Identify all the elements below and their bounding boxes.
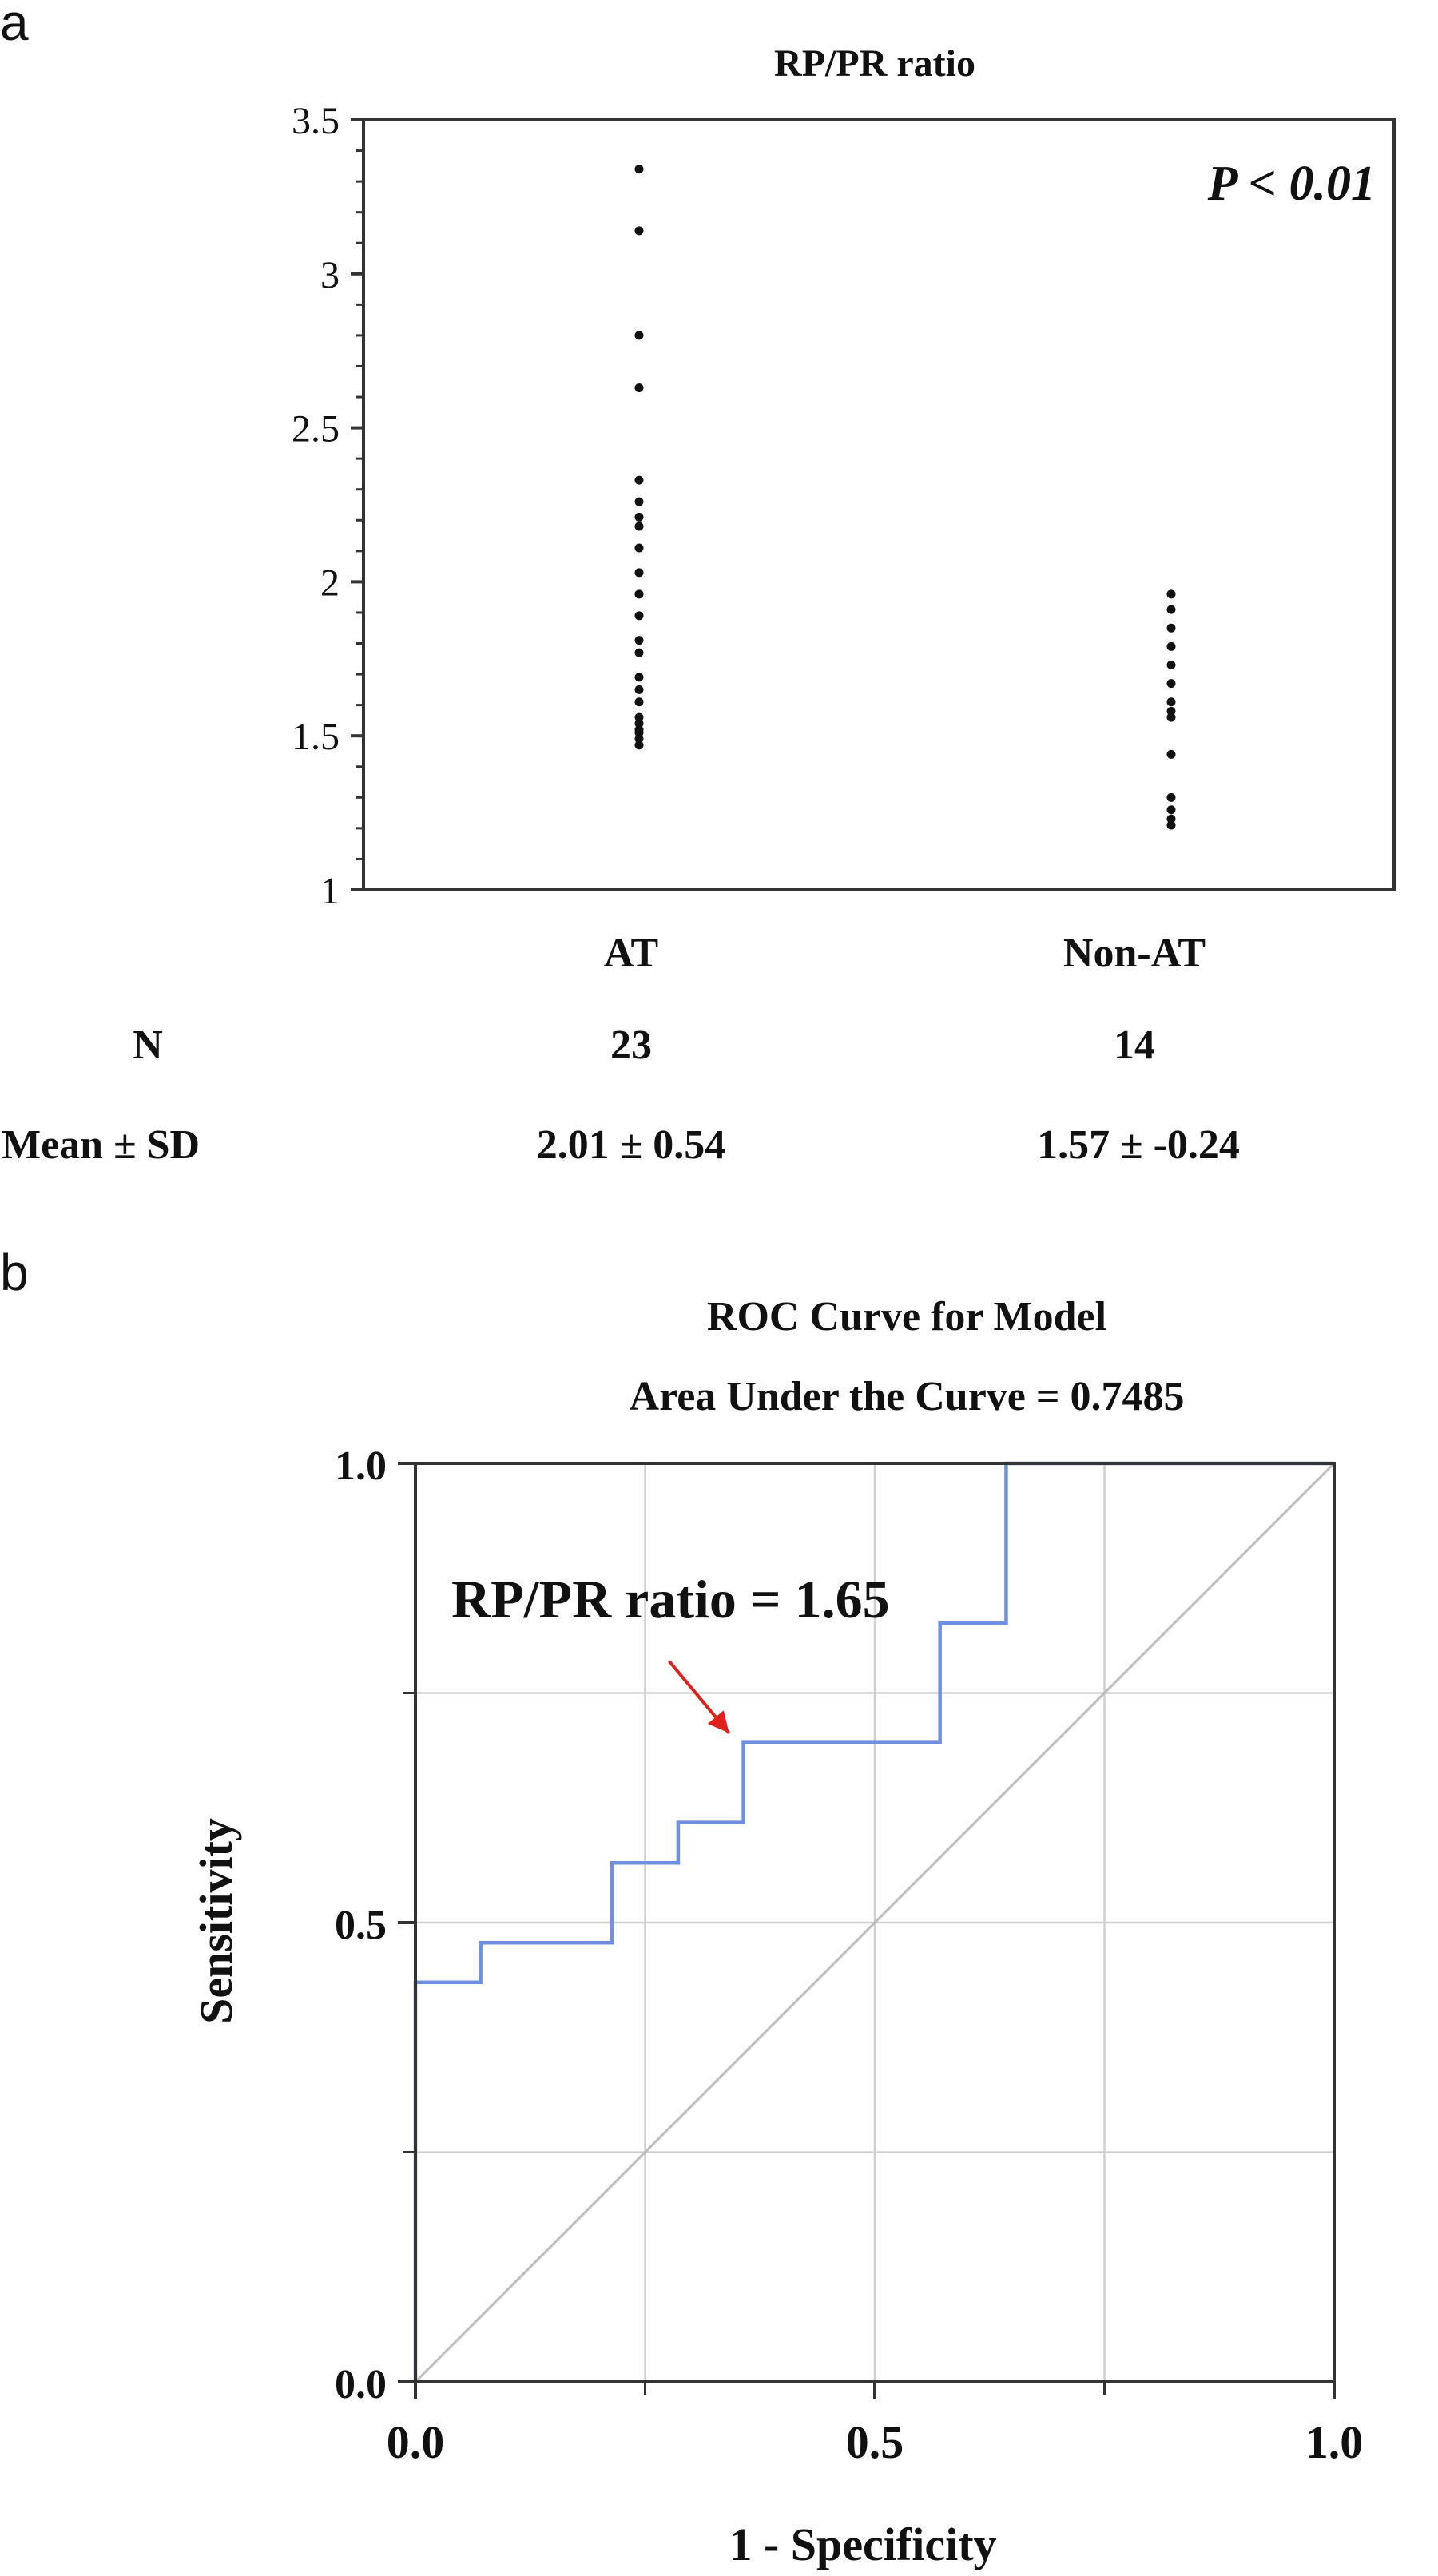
data-point: [1166, 749, 1176, 759]
data-point: [1166, 706, 1176, 716]
p-value-annotation: P < 0.01: [1207, 157, 1376, 211]
y-tick-label: 1: [320, 870, 340, 912]
category-label-at: AT: [604, 931, 658, 976]
data-point: [634, 740, 644, 750]
cell-n-non-at: 14: [1114, 1022, 1155, 1068]
roc-annotation-label: RP/PR ratio = 1.65: [451, 1569, 890, 1629]
data-point: [1166, 589, 1176, 599]
y-tick-label: 2: [320, 562, 340, 604]
cell-n-at: 23: [610, 1022, 652, 1068]
y-tick-label: 0.0: [335, 2362, 387, 2407]
data-point: [634, 712, 644, 722]
data-point: [634, 728, 644, 737]
category-label-non-at: Non-AT: [1063, 931, 1206, 976]
data-point: [1166, 641, 1176, 651]
panel-a-label: a: [0, 0, 29, 51]
y-tick-label: 1.5: [292, 716, 340, 758]
data-point: [634, 673, 644, 682]
roc-curve-line: [413, 1461, 1334, 2382]
data-point: [1166, 792, 1176, 802]
data-point: [634, 383, 644, 392]
data-point: [634, 497, 644, 506]
roc-x-axis-label: 1 - Specificity: [729, 2518, 996, 2570]
roc-diagonal: [414, 1462, 1336, 2383]
panel-b-label: b: [0, 1244, 29, 1301]
x-tick-label: 1.0: [1305, 2416, 1364, 2468]
data-point: [1166, 814, 1176, 824]
data-point: [634, 512, 644, 522]
data-point: [634, 475, 644, 485]
dot-plot-points: [634, 165, 1176, 830]
data-point: [1166, 679, 1176, 689]
data-point: [634, 636, 644, 645]
data-point: [634, 543, 644, 553]
data-point: [634, 331, 644, 340]
data-point: [1166, 820, 1176, 830]
dot-plot: RP/PR ratio 1 1.5 2 2.5 3 3.5 P < 0.01 AT Non…: [292, 42, 1396, 976]
data-point: [634, 589, 644, 599]
data-point: [634, 685, 644, 694]
dot-plot-frame: [362, 118, 1396, 891]
x-tick-label: 0.5: [846, 2416, 904, 2468]
dot-plot-y-ticks: 1 1.5 2 2.5 3 3.5: [292, 100, 363, 912]
data-point: [1166, 805, 1176, 815]
cell-mean-at: 2.01 ± 0.54: [537, 1122, 726, 1168]
roc-curve: [413, 1461, 1334, 2382]
data-point: [634, 568, 644, 578]
y-tick-label: 0.5: [335, 1903, 387, 1948]
dot-plot-title: RP/PR ratio: [774, 42, 975, 85]
data-point: [1166, 697, 1176, 707]
roc-ticks: 0.0 0.5 1.0 0.0 0.5 1.0: [335, 1443, 1363, 2468]
data-point: [634, 734, 644, 744]
chance-diagonal-line: [414, 1462, 1336, 2383]
data-point: [1166, 712, 1176, 722]
summary-table: N 23 14 Mean ± SD 2.01 ± 0.54 1.57 ± -0.…: [2, 1022, 1240, 1168]
roc-y-axis-label: Sensitivity: [190, 1818, 242, 2024]
data-point: [634, 522, 644, 531]
data-point: [1166, 605, 1176, 614]
data-point: [634, 697, 644, 707]
roc-title: ROC Curve for Model: [707, 1294, 1106, 1340]
annotation-arrow-head: [707, 1710, 729, 1733]
y-tick-label: 3: [320, 254, 340, 296]
data-point: [1166, 661, 1176, 670]
roc-annotation: RP/PR ratio = 1.65: [451, 1569, 890, 1734]
data-point: [634, 165, 644, 174]
roc-subtitle: Area Under the Curve = 0.7485: [630, 1374, 1185, 1419]
data-point: [1166, 623, 1176, 633]
roc-chart: ROC Curve for Model Area Under the Curve…: [190, 1294, 1363, 2570]
y-tick-label: 1.0: [335, 1443, 387, 1489]
data-point: [634, 719, 644, 728]
x-tick-label: 0.0: [387, 2416, 445, 2468]
data-point: [634, 648, 644, 657]
row-header-n: N: [133, 1022, 163, 1068]
data-point: [634, 611, 644, 621]
row-header-mean-sd: Mean ± SD: [2, 1122, 200, 1168]
y-tick-label: 3.5: [292, 100, 340, 142]
cell-mean-non-at: 1.57 ± -0.24: [1037, 1122, 1240, 1168]
data-point: [634, 226, 644, 236]
y-tick-label: 2.5: [292, 408, 340, 451]
